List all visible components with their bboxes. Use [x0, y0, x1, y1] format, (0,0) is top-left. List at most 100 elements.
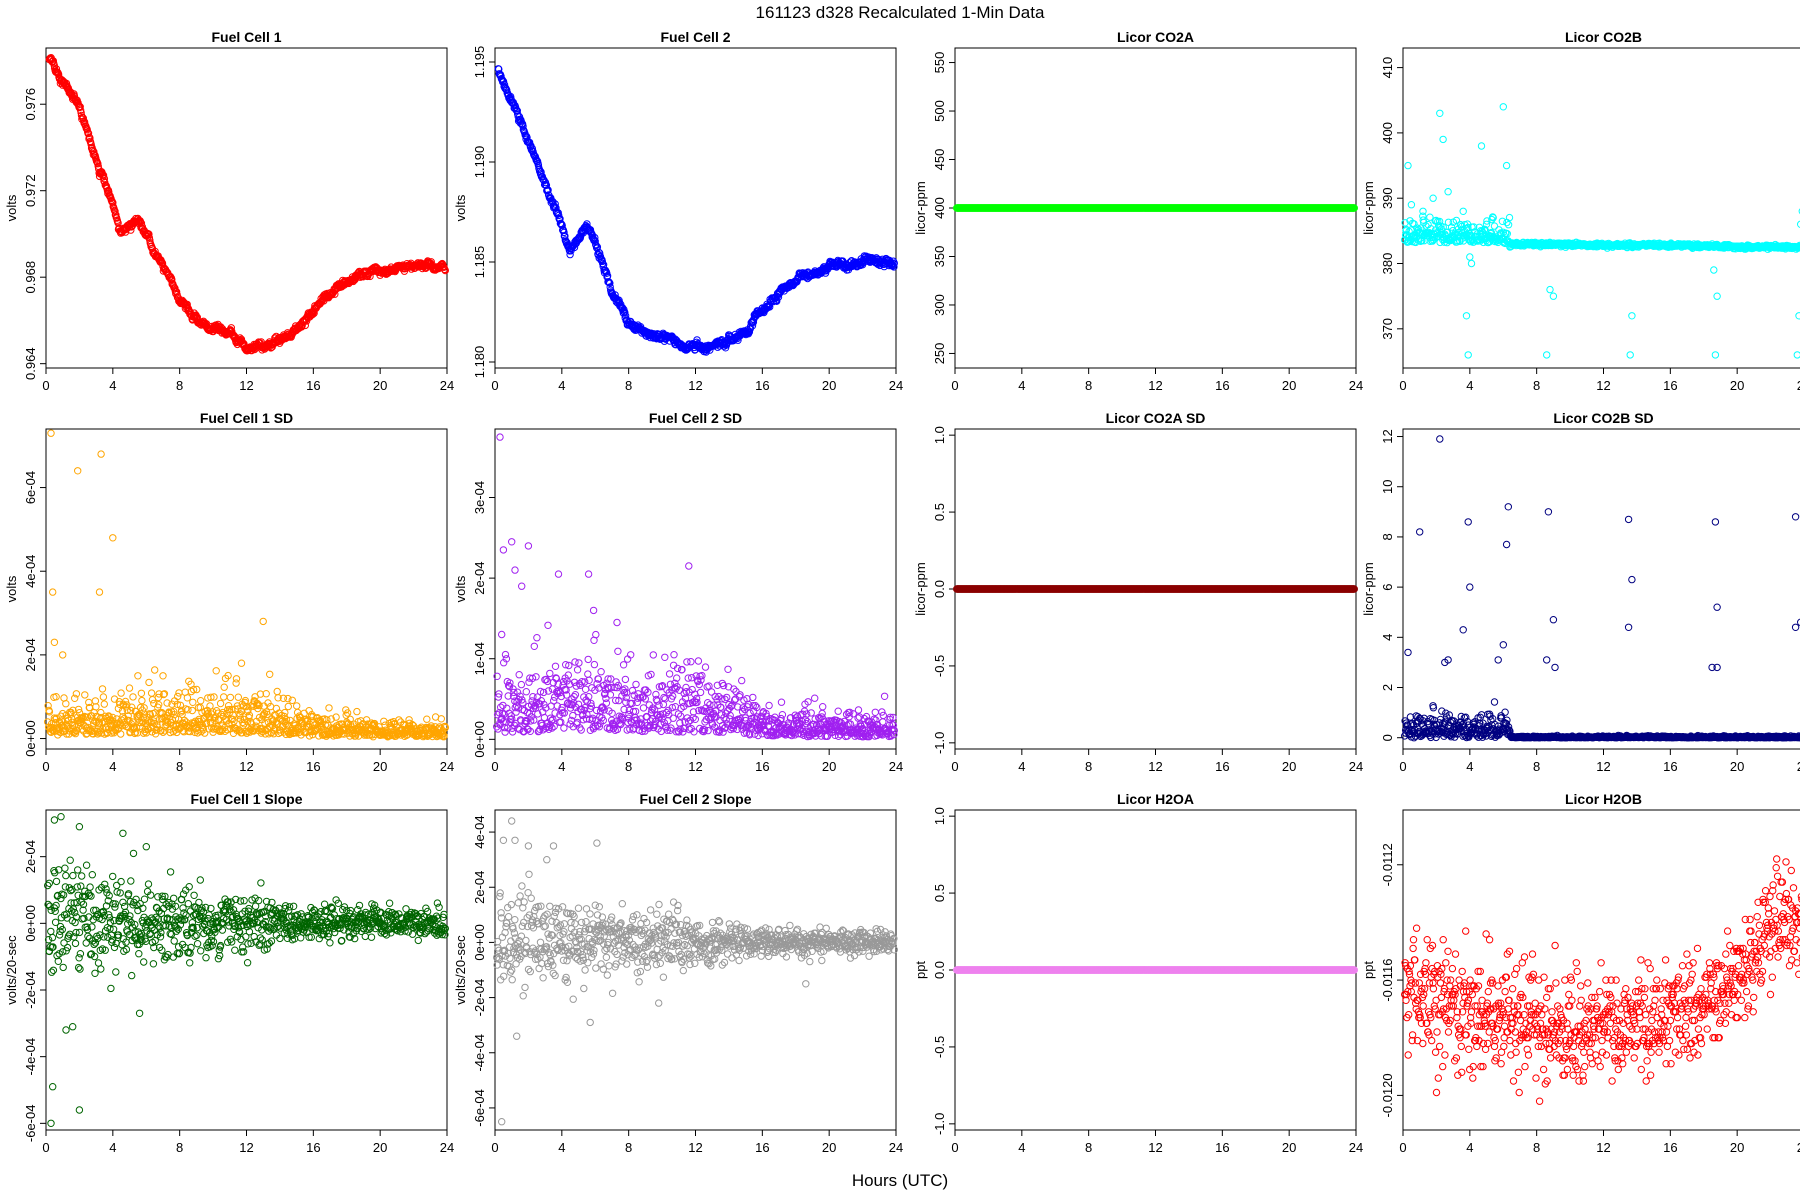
y-tick-label: 390 — [1380, 187, 1395, 209]
y-tick-label: 0e+00 — [23, 720, 38, 757]
data-point — [606, 279, 614, 287]
y-tick-label: 300 — [932, 294, 947, 316]
data-point — [593, 243, 602, 251]
data-point — [112, 211, 120, 219]
y-tick-label: 4e-04 — [23, 555, 38, 588]
data-point — [693, 336, 701, 344]
y-tick-label: 550 — [932, 52, 947, 74]
y-tick-label: 400 — [932, 197, 947, 219]
y-axis-label: volts — [453, 575, 468, 602]
x-tick-label: 12 — [1596, 378, 1610, 393]
x-tick-label: 12 — [239, 759, 253, 774]
data-point — [519, 122, 527, 130]
x-tick-label: 0 — [42, 759, 49, 774]
data-point — [84, 129, 93, 138]
data-point — [137, 219, 146, 227]
data-points-fc1 — [45, 54, 449, 355]
y-axis-label: volts — [4, 194, 19, 221]
data-point — [171, 287, 180, 295]
data-point — [227, 324, 236, 332]
x-tick-label: 24 — [889, 759, 903, 774]
data-point — [145, 234, 154, 242]
x-tick-label: 16 — [755, 759, 769, 774]
data-point — [890, 263, 898, 271]
panel-title: Fuel Cell 2 — [660, 29, 730, 45]
x-tick-label: 8 — [176, 759, 183, 774]
x-tick-label: 20 — [822, 759, 836, 774]
y-tick-label: 1.195 — [472, 46, 487, 79]
data-point — [551, 200, 559, 208]
data-point — [94, 162, 102, 170]
x-tick-label: 16 — [1663, 378, 1677, 393]
data-point — [618, 304, 627, 312]
y-axis-label: volts — [4, 575, 19, 602]
y-axis-label: licor-ppm — [913, 181, 928, 234]
data-point — [890, 259, 898, 267]
x-tick-label: 12 — [1148, 378, 1162, 393]
x-tick-label: 16 — [755, 378, 769, 393]
x-tick-label: 12 — [688, 378, 702, 393]
data-point — [86, 134, 94, 142]
data-point — [599, 259, 607, 268]
data-point — [734, 336, 742, 344]
panel-title: Licor CO2B — [1565, 29, 1642, 45]
data-point — [590, 236, 599, 244]
y-axis-label: volts — [453, 194, 468, 221]
data-point — [544, 186, 552, 194]
x-tick-label: 24 — [889, 378, 903, 393]
y-tick-label: 2e-04 — [23, 638, 38, 671]
data-point — [540, 177, 548, 185]
x-tick-label: 8 — [625, 759, 632, 774]
x-tick-label: 0 — [1399, 378, 1406, 393]
data-point — [94, 160, 102, 168]
x-tick-label: 20 — [822, 378, 836, 393]
data-point — [537, 168, 545, 176]
x-tick-label: 4 — [1018, 378, 1025, 393]
x-tick-label: 20 — [1282, 378, 1296, 393]
y-tick-label: 0e+00 — [472, 721, 487, 758]
data-point — [560, 228, 568, 237]
data-point — [558, 221, 566, 230]
data-point — [168, 275, 176, 284]
y-tick-label: 350 — [932, 246, 947, 268]
x-tick-label: 8 — [1085, 378, 1092, 393]
x-tick-label: 24 — [440, 378, 454, 393]
y-tick-label: 0.976 — [23, 88, 38, 121]
x-tick-label: 20 — [373, 759, 387, 774]
x-tick-label: 16 — [1215, 378, 1229, 393]
y-tick-label: 0.968 — [23, 261, 38, 294]
x-tick-label: 0 — [491, 378, 498, 393]
panel-title: Fuel Cell 1 — [211, 29, 281, 45]
data-point — [773, 297, 781, 305]
y-tick-label: 0.972 — [23, 174, 38, 207]
x-tick-label: 16 — [306, 759, 320, 774]
y-tick-label: 380 — [1380, 253, 1395, 275]
x-tick-label: 12 — [239, 378, 253, 393]
data-point — [621, 312, 630, 320]
x-tick-label: 12 — [688, 759, 702, 774]
data-points-co2a — [953, 204, 1359, 212]
y-tick-label: 500 — [932, 100, 947, 122]
panel-title: Fuel Cell 1 SD — [200, 410, 293, 426]
y-axis-label: licor-ppm — [1361, 181, 1376, 234]
x-tick-label: 0 — [491, 759, 498, 774]
y-tick-label: 410 — [1380, 57, 1395, 79]
data-point — [611, 291, 619, 299]
data-points-fc2 — [494, 65, 898, 356]
y-tick-label: 1.190 — [472, 146, 487, 179]
data-point — [427, 258, 435, 266]
figure-title: 161123 d328 Recalculated 1-Min Data — [756, 3, 1045, 22]
x-tick-label: 4 — [558, 759, 565, 774]
panel-title: Fuel Cell 2 SD — [649, 410, 742, 426]
data-point — [621, 308, 629, 317]
y-tick-label: 6e-04 — [23, 471, 38, 504]
data-point — [99, 171, 108, 180]
x-tick-label: 0 — [42, 378, 49, 393]
y-tick-label: 450 — [932, 149, 947, 171]
y-tick-label: 400 — [1380, 122, 1395, 144]
y-tick-label: 2e-04 — [472, 561, 487, 594]
